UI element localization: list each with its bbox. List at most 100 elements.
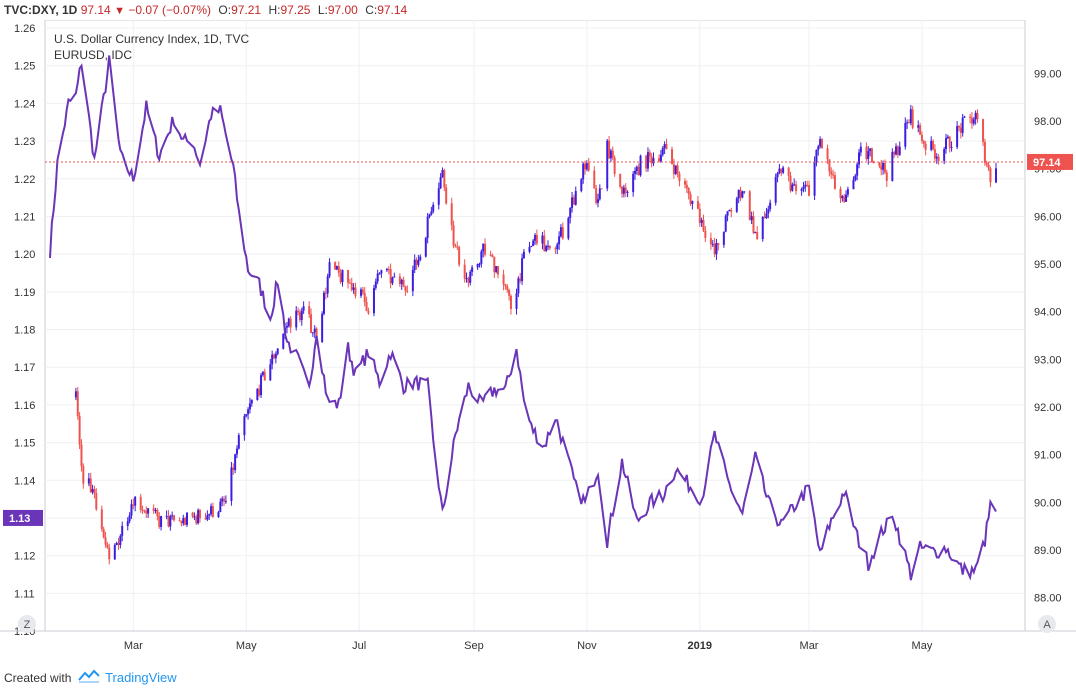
left-price-badge-text: 1.13: [9, 513, 30, 525]
candle-body: [197, 510, 200, 524]
candle-body: [260, 375, 263, 396]
candle-body: [606, 140, 609, 189]
candle-body: [78, 416, 81, 445]
candle-body: [195, 516, 198, 524]
candle-body: [907, 122, 910, 124]
candle-body: [665, 144, 668, 150]
candle-body: [509, 295, 512, 309]
candle-body: [271, 354, 274, 365]
candle-body: [624, 187, 627, 193]
candle-body: [380, 270, 383, 274]
candle-body: [737, 189, 740, 199]
candle-body: [385, 268, 388, 271]
chart-svg[interactable]: 1.26 1.25 1.24 1.23 1.22 1.21 1.20 1.19 1.18 1.17…: [0, 20, 1076, 666]
candle-body: [600, 188, 603, 190]
candle-body: [963, 116, 966, 118]
candle-body: [922, 141, 925, 144]
candle-body: [646, 152, 649, 169]
candle-body: [454, 245, 457, 247]
right-tick-label: 93.00: [1034, 354, 1062, 366]
right-tick-label: 96.00: [1034, 211, 1062, 223]
candle-body: [437, 188, 440, 205]
symbol-header: TVC:DXY, 1D 97.14 ▼ −0.07 (−0.07%) O:97.…: [0, 0, 1076, 20]
candle-body: [535, 234, 538, 244]
tradingview-brand[interactable]: TradingView: [105, 670, 177, 685]
candle-body: [424, 238, 427, 257]
candle-body: [467, 278, 470, 283]
footer: Created with TradingView: [0, 666, 1076, 690]
candle-body: [334, 262, 337, 270]
candle-body: [959, 127, 962, 133]
candle-body: [935, 156, 938, 159]
candle-body: [715, 243, 718, 255]
candle-body: [258, 388, 261, 396]
candle-body: [541, 235, 544, 244]
candle-body: [354, 287, 357, 296]
right-tick-label: 99.00: [1034, 68, 1062, 80]
right-price-axis[interactable]: 99.0098.0097.0096.0095.0094.0093.0092.00…: [1034, 68, 1062, 604]
candle-body: [243, 416, 246, 436]
z-button[interactable]: Z: [18, 615, 36, 633]
candle-body: [558, 236, 561, 245]
candle-body: [171, 515, 174, 517]
candle-body: [208, 514, 211, 516]
candle-body: [545, 246, 548, 251]
candle-body: [463, 264, 466, 279]
candle-body: [741, 191, 744, 198]
candle-body: [976, 112, 979, 120]
candle-body: [595, 188, 598, 203]
candle-body: [406, 290, 409, 292]
candle-body: [943, 149, 946, 161]
candle-body: [367, 310, 370, 314]
candle-body: [582, 163, 585, 180]
candle-body: [637, 166, 640, 176]
auto-scale-button[interactable]: A: [1038, 615, 1056, 633]
candle-body: [924, 143, 927, 150]
left-tick-label: 1.19: [14, 287, 35, 299]
candle-body: [569, 208, 572, 218]
candle-body: [432, 204, 435, 212]
candle-body: [224, 500, 227, 502]
candle-body: [95, 493, 98, 510]
candle-body: [191, 512, 194, 517]
candle-body: [909, 109, 912, 124]
candle-body: [173, 515, 176, 521]
candle-body: [895, 146, 898, 155]
candle-body: [619, 173, 622, 187]
left-price-axis[interactable]: 1.26 1.25 1.24 1.23 1.22 1.21 1.20 1.19 1.18 1.17…: [14, 23, 35, 638]
candle-body: [872, 162, 875, 164]
candle-body: [987, 164, 990, 169]
candle-body: [761, 216, 764, 240]
candle-body: [696, 201, 699, 209]
candle-body: [985, 162, 988, 165]
candle-body: [867, 151, 870, 160]
candle-body: [893, 151, 896, 155]
candle-body: [920, 134, 923, 142]
time-tick-label: 2019: [688, 640, 712, 652]
candle-body: [156, 510, 159, 517]
candle-body: [250, 399, 253, 404]
candle-body: [571, 197, 574, 209]
time-axis[interactable]: Mar May Jul Sep Nov 2019 Mar May: [0, 630, 1076, 652]
candle-body: [211, 506, 214, 517]
candle-body: [237, 435, 240, 449]
candle-body: [295, 310, 298, 328]
close-value: 97.14: [377, 3, 408, 17]
time-tick-label: Mar: [124, 640, 143, 652]
right-tick-label: 94.00: [1034, 307, 1062, 319]
open-value: 97.21: [231, 3, 262, 17]
candle-body: [596, 199, 599, 203]
right-tick-label: 91.00: [1034, 450, 1062, 462]
candle-body: [933, 149, 936, 159]
candle-body: [780, 168, 783, 173]
candle-body: [158, 516, 161, 527]
candle-body: [352, 287, 355, 290]
candle-body: [476, 264, 479, 268]
left-price-badge: 1.13: [3, 509, 43, 526]
candle-body: [108, 547, 111, 560]
candle-body: [180, 520, 183, 524]
candle-body: [230, 467, 233, 501]
candle-body: [106, 544, 109, 548]
candle-body: [169, 516, 172, 527]
candle-body: [685, 184, 688, 189]
